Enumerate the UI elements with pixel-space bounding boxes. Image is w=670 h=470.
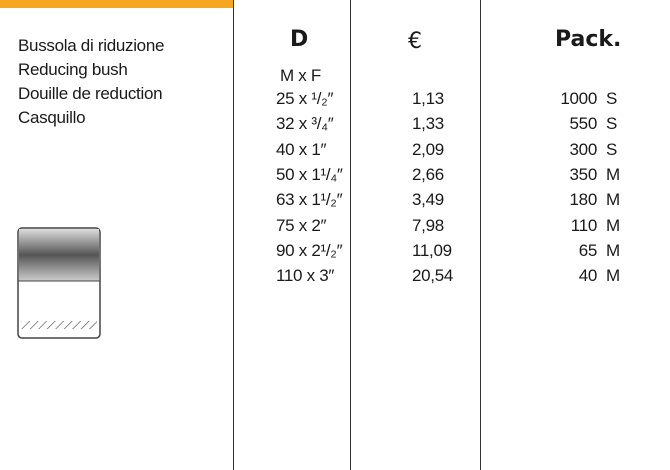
pack-qty-cell: 1000 (560, 89, 597, 108)
pack-qty-cell: 65 (578, 240, 598, 260)
size-cell: 25 x ¹/₂″ (276, 89, 334, 108)
pack-unit-cell: S (606, 89, 618, 108)
pack-qty-cell: 40 (578, 266, 598, 286)
price-cell: 1,13 (412, 89, 444, 108)
pack-qty-cell: 180 (569, 190, 598, 210)
description-line: Reducing bush (18, 60, 128, 79)
pack-qty-cell: 550 (569, 114, 598, 134)
size-cell: 32 x ³/₄″ (276, 114, 334, 134)
pack-unit-cell: M (606, 266, 620, 286)
pack-header: Pack. (555, 27, 622, 52)
pack-unit-cell: M (606, 164, 620, 184)
column-divider (233, 0, 234, 470)
column-divider (480, 0, 481, 470)
price-cell: 3,49 (412, 190, 444, 210)
pack-qty-cell: 300 (569, 139, 598, 159)
pack-qty-cell: 350 (569, 164, 598, 184)
price-cell: 11,09 (412, 240, 452, 260)
subheader: M x F (280, 66, 321, 85)
description-line: Douille de reduction (18, 84, 163, 103)
description-line: Casquillo (18, 108, 86, 127)
price-cell: 7,98 (412, 215, 444, 235)
size-cell: 50 x 1¹/₄″ (276, 164, 343, 184)
size-cell: 90 x 2¹/₂″ (276, 240, 343, 260)
price-cell: 20,54 (412, 266, 454, 286)
size-cell: 75 x 2″ (276, 215, 327, 235)
size-cell: 110 x 3″ (276, 266, 335, 286)
accent-bar (0, 0, 234, 8)
size-cell: 40 x 1″ (276, 139, 327, 159)
pack-qty-cell: 110 (570, 215, 598, 235)
product-drawing (17, 227, 101, 339)
size-header: D (290, 27, 309, 52)
price-header: € (408, 29, 422, 54)
description-line: Bussola di riduzione (18, 36, 165, 55)
pack-unit-cell: S (606, 114, 618, 134)
pack-unit-cell: M (606, 190, 620, 210)
price-cell: 2,09 (412, 139, 444, 159)
pack-unit-cell: S (606, 139, 618, 159)
pack-unit-cell: M (606, 215, 620, 235)
price-cell: 2,66 (412, 164, 444, 184)
size-cell: 63 x 1¹/₂″ (276, 190, 343, 210)
price-cell: 1,33 (412, 114, 444, 134)
column-divider (350, 0, 351, 470)
pack-unit-cell: M (606, 240, 620, 260)
